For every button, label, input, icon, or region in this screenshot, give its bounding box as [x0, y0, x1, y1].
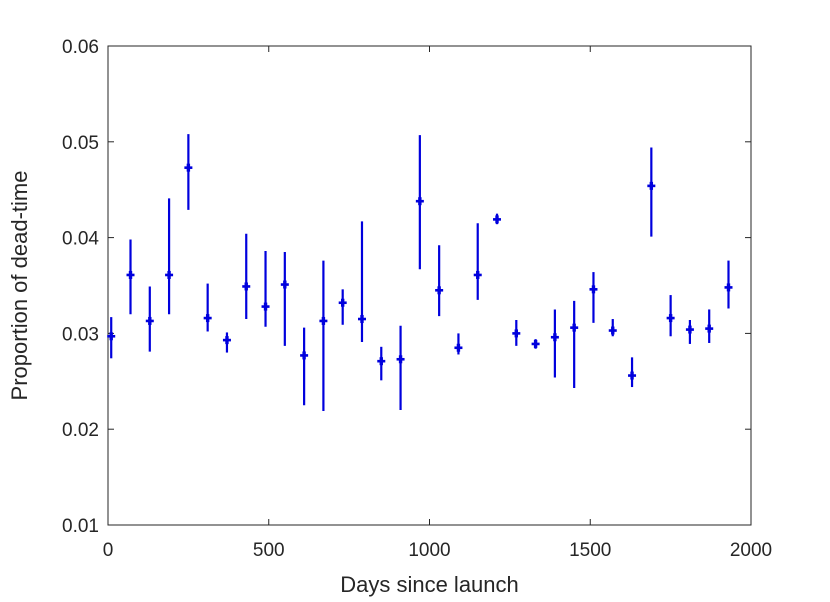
data-point: [184, 134, 193, 210]
y-tick-label: 0.01: [62, 516, 99, 537]
y-tick-label: 0.05: [62, 133, 99, 154]
y-tick-label: 0.03: [62, 324, 99, 345]
y-axis: 0.01 0.02 0.03 0.04 0.05 0.06: [62, 37, 751, 537]
data-point: [107, 317, 116, 359]
data-point: [589, 272, 598, 323]
data-point: [203, 283, 212, 332]
y-axis-label: Proportion of dead-time: [7, 171, 32, 401]
data-point: [300, 327, 309, 406]
data-point: [377, 346, 386, 381]
data-point: [473, 223, 482, 300]
data-point: [647, 147, 656, 237]
data-point: [512, 319, 521, 346]
x-axis: 0 500 1000 1500 2000: [103, 46, 772, 561]
y-tick-label: 0.02: [62, 420, 99, 441]
data-point: [724, 260, 733, 309]
data-point: [454, 333, 463, 355]
data-point: [261, 251, 270, 327]
data-point: [531, 339, 540, 349]
data-point: [608, 319, 617, 337]
data-point: [705, 309, 714, 343]
data-point: [570, 300, 579, 389]
data-point: [280, 251, 289, 346]
data-point: [685, 319, 694, 344]
x-axis-label: Days since launch: [340, 572, 519, 597]
data-point: [222, 332, 231, 353]
data-point: [396, 325, 405, 411]
y-tick-label: 0.06: [62, 37, 99, 58]
data-point: [493, 213, 502, 225]
data-point: [628, 357, 637, 388]
data-point: [165, 198, 174, 315]
data-point: [415, 135, 424, 270]
data-point: [126, 239, 135, 315]
data-series: [107, 134, 733, 411]
x-tick-label: 0: [103, 540, 114, 561]
data-point: [242, 233, 251, 320]
data-point: [357, 221, 366, 343]
x-tick-label: 500: [253, 540, 285, 561]
x-tick-label: 1500: [569, 540, 611, 561]
data-point: [145, 286, 154, 352]
plot-area: [107, 45, 752, 526]
y-tick-label: 0.04: [62, 229, 99, 250]
data-point: [550, 309, 559, 378]
x-tick-label: 1000: [408, 540, 450, 561]
data-point: [435, 245, 444, 317]
data-point: [666, 295, 675, 337]
data-point: [338, 289, 347, 325]
data-point: [319, 260, 328, 411]
x-tick-label: 2000: [730, 540, 772, 561]
